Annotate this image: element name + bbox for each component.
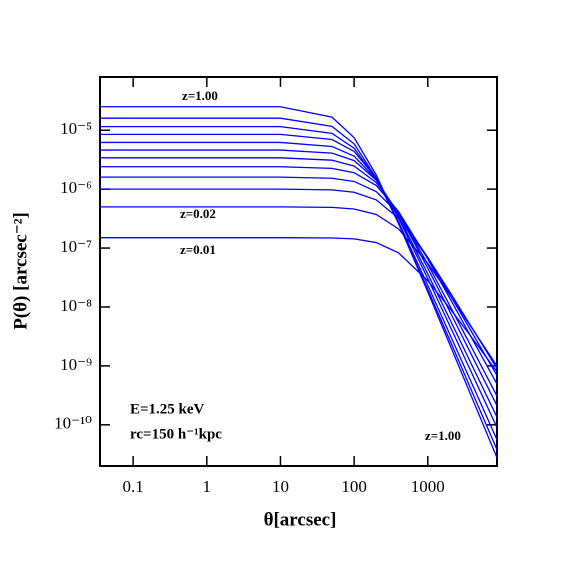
series-line <box>100 206 497 367</box>
annotation: z=1.00 <box>425 428 461 443</box>
x-tick-label: 10 <box>272 477 289 496</box>
plot-frame <box>99 76 498 467</box>
y-tick-label: 10⁻⁹ <box>60 355 92 374</box>
annotation: z=1.00 <box>182 88 218 103</box>
series-line <box>100 106 497 459</box>
series-line <box>100 176 497 376</box>
series-line <box>100 141 497 418</box>
series-line <box>100 237 497 373</box>
y-tick-label: 10⁻⁵ <box>60 119 92 138</box>
y-tick-label: 10⁻⁸ <box>60 296 92 315</box>
x-tick-label: 1 <box>203 477 212 496</box>
annotation: z=0.01 <box>180 242 216 257</box>
annotation: E=1.25 keV <box>130 401 205 417</box>
x-axis-label: θ[arcsec] <box>264 509 337 530</box>
y-tick-label: 10⁻¹⁰ <box>54 414 92 433</box>
series-line <box>100 166 497 385</box>
annotation: z=0.02 <box>180 206 216 221</box>
x-tick-label: 0.1 <box>123 477 144 496</box>
y-tick-label: 10⁻⁷ <box>60 237 92 256</box>
series-line <box>100 133 497 428</box>
x-tick-label: 1000 <box>411 477 445 496</box>
x-tick-label: 100 <box>341 477 367 496</box>
annotation: rc=150 h⁻¹kpc <box>130 426 222 442</box>
series-line <box>100 188 497 369</box>
y-tick-label: 10⁻⁶ <box>60 178 92 197</box>
y-axis-label: P(θ) [arcsec⁻²] <box>10 212 31 330</box>
